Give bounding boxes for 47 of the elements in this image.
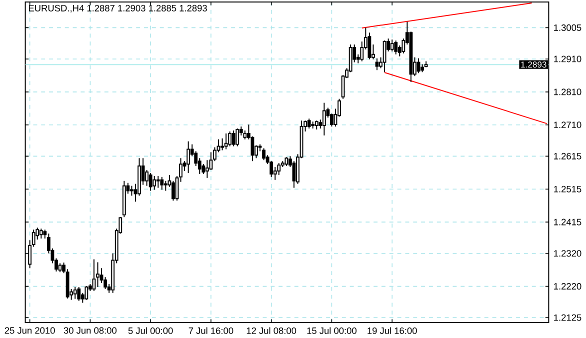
candlestick [209,152,213,170]
x-tick-label: 25 Jun 2010 [4,327,55,334]
ref-line-label: 1.2893 [521,61,546,68]
candlestick [148,172,152,192]
y-tick-label: 1.2415 [554,218,582,226]
chart-title: EURUSD.,H4 1.2887 1.2903 1.2885 1.2893 [28,4,207,12]
candlestick [262,148,266,160]
candlestick [77,286,81,302]
candlestick [39,228,43,239]
candlestick [236,128,240,147]
candlestick [394,40,398,55]
candlestick [130,185,134,196]
x-tick-label: 12 Jul 08:00 [246,327,296,334]
y-tick-label: 1.2125 [554,314,582,321]
candlestick [73,286,77,300]
y-tick-label: 1.2320 [554,250,582,256]
candlestick [220,138,224,151]
x-tick-label: 15 Jul 00:00 [307,327,356,334]
candlestick [232,130,236,147]
candlestick [322,102,326,136]
y-tick-label: 1.2910 [554,56,582,62]
y-tick-label: 1.2615 [554,152,582,160]
candlestick [228,130,232,147]
x-tick-label: 19 Jul 16:00 [368,327,417,334]
candlestick [382,40,386,72]
candlestick [92,258,96,292]
candlestick [156,175,160,188]
candlestick [224,132,228,150]
candlestick [160,176,164,190]
candlestick [307,118,311,129]
x-tick-label: 7 Jul 16:00 [188,327,234,334]
candlestick [164,180,168,192]
x-tick-label: 5 Jul 00:00 [128,327,173,334]
candlestick [84,285,88,300]
y-tick-label: 1.2810 [554,88,582,95]
candlestick [390,38,394,52]
y-tick-label: 1.3005 [554,24,582,31]
x-tick-label: 30 Jun 08:00 [64,327,117,334]
y-tick-label: 1.2710 [554,121,582,128]
candlestick [100,268,104,284]
candlestick [292,160,296,188]
candlestick [152,175,156,190]
candlestick [96,262,100,288]
y-tick-label: 1.2515 [554,186,582,192]
candlestick [186,140,190,174]
y-tick-label: 1.2220 [554,282,582,290]
candlestick [368,32,372,60]
